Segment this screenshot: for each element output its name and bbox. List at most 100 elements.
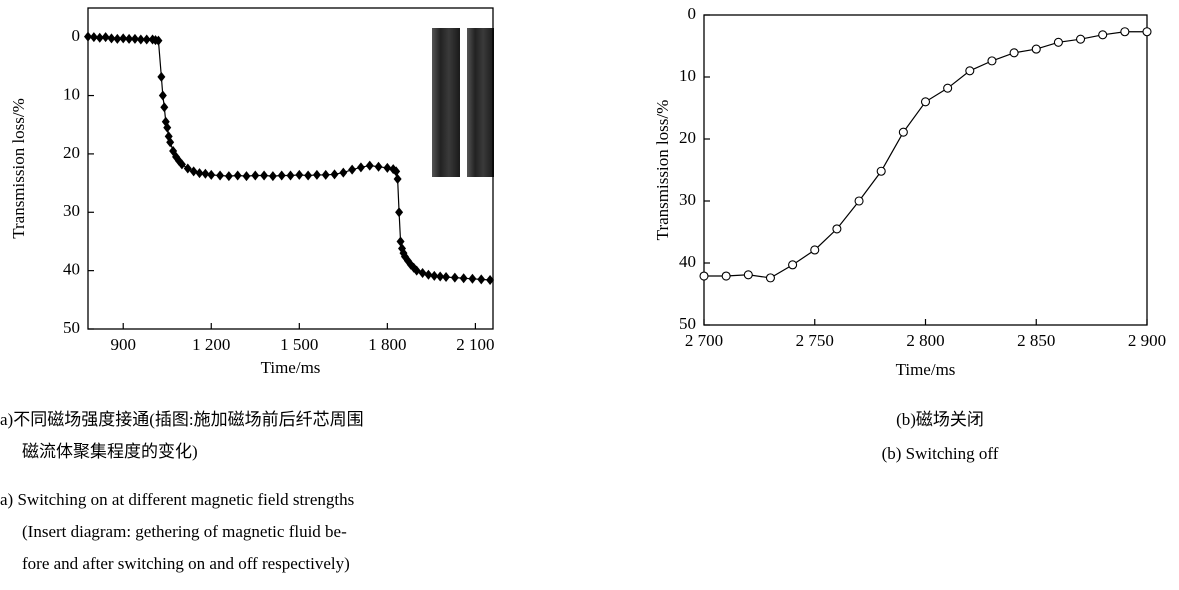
data-point: [1009, 48, 1019, 58]
data-point: [89, 32, 98, 43]
data-point: [788, 260, 798, 270]
data-point: [295, 169, 304, 180]
data-point: [854, 196, 864, 206]
data-point: [183, 163, 192, 174]
data-point: [136, 34, 145, 45]
data-point: [832, 224, 842, 234]
caption-en: (Insert diagram: gethering of magnetic f…: [22, 522, 347, 541]
y-tick-label: 50: [63, 318, 80, 337]
data-point: [424, 269, 433, 280]
y-tick-label: 20: [679, 128, 696, 147]
y-tick-label: 40: [63, 260, 80, 279]
data-point: [339, 167, 348, 178]
x-tick-label: 2 700: [685, 331, 723, 350]
data-point: [1031, 44, 1041, 54]
data-point: [119, 33, 128, 44]
data-point: [142, 34, 151, 45]
series-line: [704, 31, 1147, 279]
data-point: [965, 66, 975, 76]
data-point: [477, 274, 486, 285]
data-point: [216, 170, 225, 181]
data-point: [125, 33, 134, 44]
data-point: [101, 32, 110, 43]
data-point: [987, 56, 997, 66]
y-axis-label: Transmission loss/%: [653, 100, 672, 241]
data-point: [920, 97, 931, 107]
data-point: [277, 170, 286, 181]
data-point: [158, 90, 167, 101]
data-point: [459, 273, 468, 284]
y-tick-label: 10: [679, 66, 696, 85]
data-point: [450, 272, 459, 283]
data-point: [163, 122, 172, 133]
data-point: [157, 71, 166, 82]
data-point: [154, 35, 163, 46]
x-tick-label: 2 850: [1017, 331, 1055, 350]
caption-en: fore and after switching on and off resp…: [22, 554, 350, 573]
data-point: [383, 162, 392, 173]
y-tick-label: 20: [63, 143, 80, 162]
data-point: [1076, 34, 1086, 44]
y-axis-label: Transmission loss/%: [9, 98, 28, 239]
data-point: [312, 169, 321, 180]
data-point: [365, 160, 374, 171]
data-point: [286, 170, 295, 181]
data-point: [356, 162, 365, 173]
data-point: [1142, 27, 1152, 37]
data-point: [468, 273, 477, 284]
data-point: [189, 166, 198, 177]
x-axis-label: Time/ms: [261, 358, 321, 377]
data-point: [418, 267, 427, 278]
y-tick-label: 40: [679, 252, 696, 271]
y-tick-label: 10: [63, 84, 80, 103]
data-point: [166, 137, 175, 148]
data-point: [486, 274, 495, 285]
inset-strip: [467, 28, 494, 177]
data-point: [1053, 37, 1063, 47]
data-point: [699, 271, 709, 281]
inset-image: [432, 28, 494, 177]
data-point: [1120, 27, 1130, 37]
y-tick-label: 0: [688, 4, 697, 23]
plot-frame: [87, 7, 494, 330]
data-point: [436, 271, 445, 282]
data-point: [943, 83, 953, 93]
data-point: [898, 127, 908, 137]
data-point: [412, 265, 421, 276]
x-axis-label: Time/ms: [896, 360, 956, 379]
data-point: [260, 170, 269, 181]
data-point: [321, 169, 330, 180]
inset-strip: [432, 28, 460, 177]
data-point: [251, 170, 260, 181]
caption-zh: a)不同磁场强度接通(插图:施加磁场前后纤芯周围: [0, 410, 364, 429]
y-tick-label: 0: [72, 26, 81, 45]
data-point: [374, 161, 383, 172]
data-point: [84, 31, 92, 42]
caption-en: (b) Switching off: [882, 444, 999, 463]
data-point: [392, 166, 401, 177]
data-point: [395, 207, 404, 218]
data-point: [113, 33, 122, 44]
data-point: [160, 102, 169, 113]
data-point: [348, 164, 357, 175]
x-tick-label: 2 100: [456, 335, 494, 354]
data-point: [876, 166, 886, 176]
data-point: [201, 168, 210, 179]
series-line: [87, 36, 491, 281]
data-point: [195, 168, 204, 179]
data-point: [743, 270, 753, 280]
y-tick-label: 30: [63, 201, 80, 220]
data-point: [765, 273, 776, 283]
y-tick-label: 30: [679, 190, 696, 209]
data-point: [207, 169, 216, 180]
data-point: [721, 271, 731, 281]
caption-zh: (b)磁场关闭: [896, 410, 984, 429]
x-tick-label: 900: [110, 335, 136, 354]
x-tick-label: 2 750: [796, 331, 834, 350]
data-point: [304, 170, 313, 181]
data-point: [95, 32, 104, 43]
data-point: [442, 272, 451, 283]
data-point: [224, 171, 233, 182]
data-point: [393, 174, 402, 185]
